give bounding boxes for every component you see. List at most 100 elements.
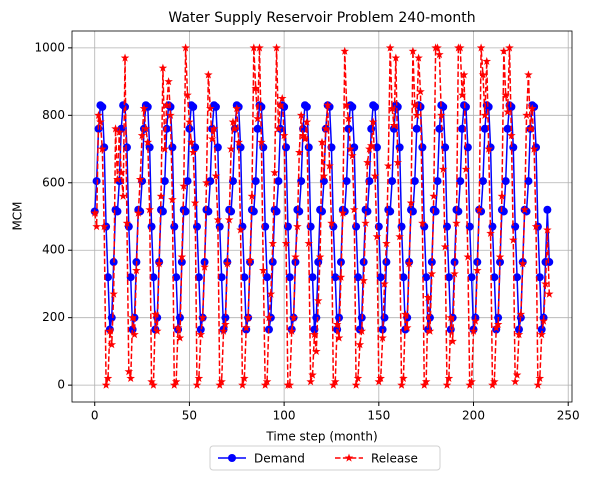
- legend: Demand Release: [209, 445, 441, 471]
- data-point: [545, 258, 554, 267]
- data-point: [473, 265, 482, 275]
- data-point: [179, 181, 189, 190]
- series: [90, 43, 554, 389]
- data-point: [484, 102, 493, 111]
- data-point: [263, 273, 272, 282]
- data-point: [495, 252, 505, 261]
- data-point: [524, 70, 533, 79]
- data-point: [366, 141, 376, 150]
- series-line: [93, 47, 551, 388]
- data-point: [230, 124, 240, 133]
- data-point: [98, 144, 107, 153]
- data-point: [274, 124, 283, 133]
- data-point: [315, 252, 325, 261]
- data-point: [520, 205, 529, 214]
- data-point: [245, 255, 255, 264]
- data-point: [92, 177, 101, 186]
- data-point: [348, 151, 357, 160]
- data-point: [499, 46, 509, 55]
- data-point: [457, 90, 467, 99]
- data-point: [173, 323, 183, 332]
- data-point: [355, 340, 365, 349]
- data-point: [154, 259, 164, 268]
- data-point: [126, 273, 135, 282]
- data-point: [92, 222, 101, 231]
- data-point: [158, 63, 168, 72]
- data-point: [463, 252, 473, 261]
- data-point: [94, 110, 103, 119]
- data-point: [251, 177, 260, 186]
- data-point: [444, 273, 453, 282]
- data-point: [433, 177, 442, 186]
- data-point: [134, 208, 143, 217]
- y-tick-label: 1000: [34, 40, 65, 54]
- data-point: [264, 313, 274, 322]
- data-point: [344, 114, 353, 123]
- data-point: [308, 273, 317, 282]
- data-point: [221, 313, 230, 322]
- data-point: [296, 110, 306, 119]
- data-point: [99, 222, 109, 231]
- data-point: [541, 279, 550, 288]
- data-point: [382, 258, 391, 267]
- data-point: [376, 373, 385, 383]
- data-point: [349, 205, 359, 214]
- x-axis-label: Time step (month): [265, 430, 377, 444]
- data-point: [433, 43, 442, 52]
- data-point: [115, 127, 124, 136]
- data-point: [217, 377, 226, 386]
- data-point: [141, 124, 151, 133]
- data-point: [351, 380, 361, 389]
- data-point: [406, 198, 416, 207]
- data-point: [266, 289, 276, 298]
- data-point: [454, 207, 463, 216]
- y-tick-label: 800: [42, 108, 65, 122]
- data-point: [236, 225, 245, 234]
- data-point: [162, 100, 171, 109]
- data-point: [336, 272, 346, 281]
- data-point: [172, 273, 181, 282]
- data-point: [410, 100, 420, 109]
- data-point: [368, 117, 378, 126]
- x-tick-label: 200: [462, 409, 485, 423]
- data-point: [459, 70, 469, 79]
- data-point: [501, 90, 510, 99]
- data-point: [402, 323, 412, 332]
- data-point: [302, 117, 312, 126]
- data-point: [388, 177, 397, 186]
- data-point: [122, 218, 132, 227]
- data-point: [442, 380, 452, 389]
- data-point: [393, 102, 402, 111]
- data-point: [274, 177, 283, 186]
- data-point: [120, 53, 130, 62]
- data-point: [427, 269, 437, 278]
- data-point: [228, 117, 238, 126]
- data-point: [522, 110, 531, 119]
- data-point: [310, 330, 319, 339]
- data-point: [421, 377, 431, 386]
- data-point: [175, 313, 184, 322]
- data-point: [285, 273, 294, 282]
- data-point: [340, 46, 350, 55]
- data-point: [223, 259, 232, 268]
- data-point: [527, 104, 537, 113]
- data-point: [168, 143, 177, 152]
- data-point: [482, 56, 492, 65]
- data-point: [194, 373, 204, 383]
- data-point: [467, 273, 476, 282]
- data-point: [418, 143, 427, 152]
- data-point: [501, 177, 510, 186]
- data-point: [423, 292, 433, 302]
- data-point: [103, 273, 112, 282]
- data-point: [474, 205, 484, 214]
- data-point: [111, 124, 120, 133]
- data-point: [188, 147, 198, 157]
- data-point: [509, 143, 518, 152]
- data-point: [189, 102, 198, 111]
- data-point: [478, 70, 488, 79]
- data-point: [331, 273, 340, 282]
- data-point: [518, 259, 528, 268]
- data-point: [190, 198, 200, 207]
- data-point: [103, 373, 113, 383]
